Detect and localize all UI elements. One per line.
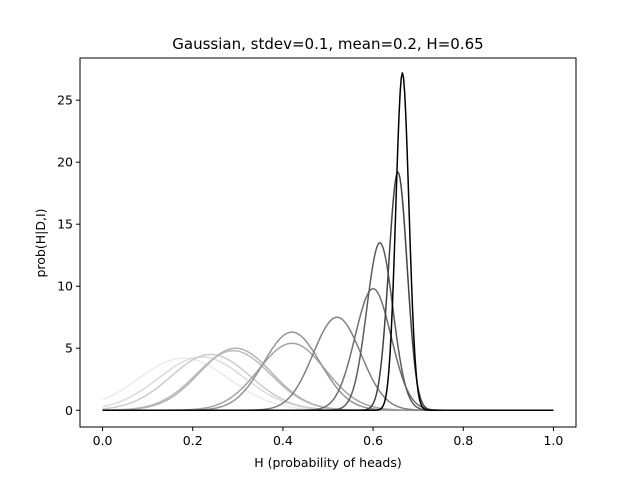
y-tick-label: 0 (65, 403, 73, 418)
chart-title: Gaussian, stdev=0.1, mean=0.2, H=0.65 (172, 35, 483, 53)
y-tick-label: 5 (65, 341, 73, 356)
series-line-12 (102, 72, 554, 412)
x-tick-label: 0.6 (363, 433, 383, 448)
x-tick-label: 1.0 (544, 433, 564, 448)
y-tick-label: 20 (57, 155, 73, 170)
x-tick-label: 0.4 (273, 433, 293, 448)
plot-background (80, 58, 576, 427)
x-tick-label: 0.0 (93, 433, 113, 448)
x-axis-ticks: 0.0 0.2 0.4 0.6 0.8 1.0 (93, 427, 564, 448)
x-tick-label: 0.2 (183, 433, 203, 448)
y-axis-label: prob(H|D,I) (33, 208, 48, 277)
y-axis-ticks: 0 5 10 15 20 25 (57, 93, 80, 418)
x-axis-label: H (probability of heads) (254, 455, 402, 470)
y-tick-label: 15 (57, 217, 73, 232)
axes-frame (79, 57, 577, 428)
series-layer (102, 72, 554, 412)
x-tick-label: 0.8 (453, 433, 473, 448)
plot-area (80, 58, 576, 427)
y-tick-label: 25 (57, 93, 73, 108)
y-tick-label: 10 (57, 279, 73, 294)
